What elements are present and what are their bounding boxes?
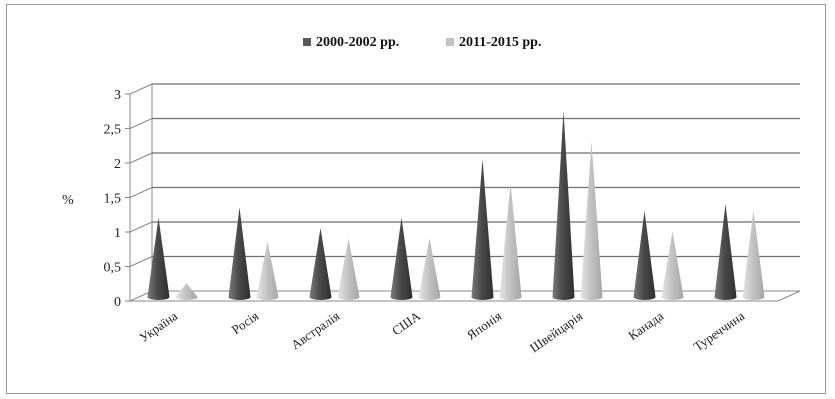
- category-labels: Україна Росія Австралія США Японія Швейцарія К…: [136, 308, 747, 355]
- cone-series-1-7: [742, 210, 765, 300]
- category-label: США: [389, 308, 424, 339]
- y-tick-label: 1: [114, 226, 121, 241]
- cone-series-0-4: [471, 159, 494, 300]
- category-label: Росія: [229, 308, 261, 337]
- cone-series-1-1: [256, 241, 279, 300]
- category-label: Швейцарія: [527, 308, 585, 355]
- cone-series-1-3: [418, 238, 441, 300]
- gridline-depth: [129, 83, 153, 95]
- gridline-depth: [129, 221, 153, 233]
- cone-series-0-5: [552, 110, 575, 300]
- cone-series-0-1: [228, 207, 251, 300]
- y-tick-labels: 0 0,5 1 1,5 2 2,5 3: [104, 88, 122, 310]
- floor: [129, 290, 801, 302]
- category-label: Японія: [464, 308, 504, 342]
- cone-series-1-2: [337, 238, 360, 300]
- legend-swatch-series-1: [446, 38, 454, 46]
- gridline-depth: [129, 152, 153, 164]
- gridline-depth: [129, 118, 153, 129]
- legend-label-series-1: 2011-2015 рр.: [459, 35, 541, 50]
- category-label: Канада: [625, 308, 666, 343]
- y-tick-label: 0,5: [104, 261, 122, 276]
- y-axis-label: %: [62, 193, 74, 208]
- y-tick-label: 2: [114, 157, 121, 172]
- y-tick-label: 2,5: [104, 123, 122, 138]
- cone-series-0-0: [147, 217, 170, 300]
- cone-series-0-3: [390, 217, 413, 300]
- cone-series-1-4: [499, 183, 522, 300]
- cone-series-0-7: [714, 203, 737, 300]
- gridline-depth: [129, 187, 153, 198]
- chart-frame: [6, 4, 826, 394]
- category-label: Австралія: [288, 308, 342, 352]
- gridline-depth: [129, 256, 153, 267]
- cone-series-1-6: [661, 231, 684, 300]
- legend-label-series-0: 2000-2002 рр.: [316, 35, 399, 50]
- cone-series-1-0: [175, 283, 198, 300]
- category-label: Туреччина: [691, 308, 748, 354]
- cones: [147, 110, 765, 300]
- cone-series-1-5: [580, 141, 603, 300]
- y-tick-label: 3: [114, 88, 121, 103]
- grid: [125, 83, 801, 302]
- y-tick-label: 0: [114, 295, 121, 310]
- legend: 2000-2002 рр. 2011-2015 рр.: [303, 35, 541, 50]
- legend-swatch-series-0: [303, 38, 311, 46]
- cone-series-0-6: [633, 210, 656, 300]
- category-label: Україна: [136, 308, 180, 345]
- y-tick-label: 1,5: [104, 192, 122, 207]
- cone-series-0-2: [309, 228, 332, 300]
